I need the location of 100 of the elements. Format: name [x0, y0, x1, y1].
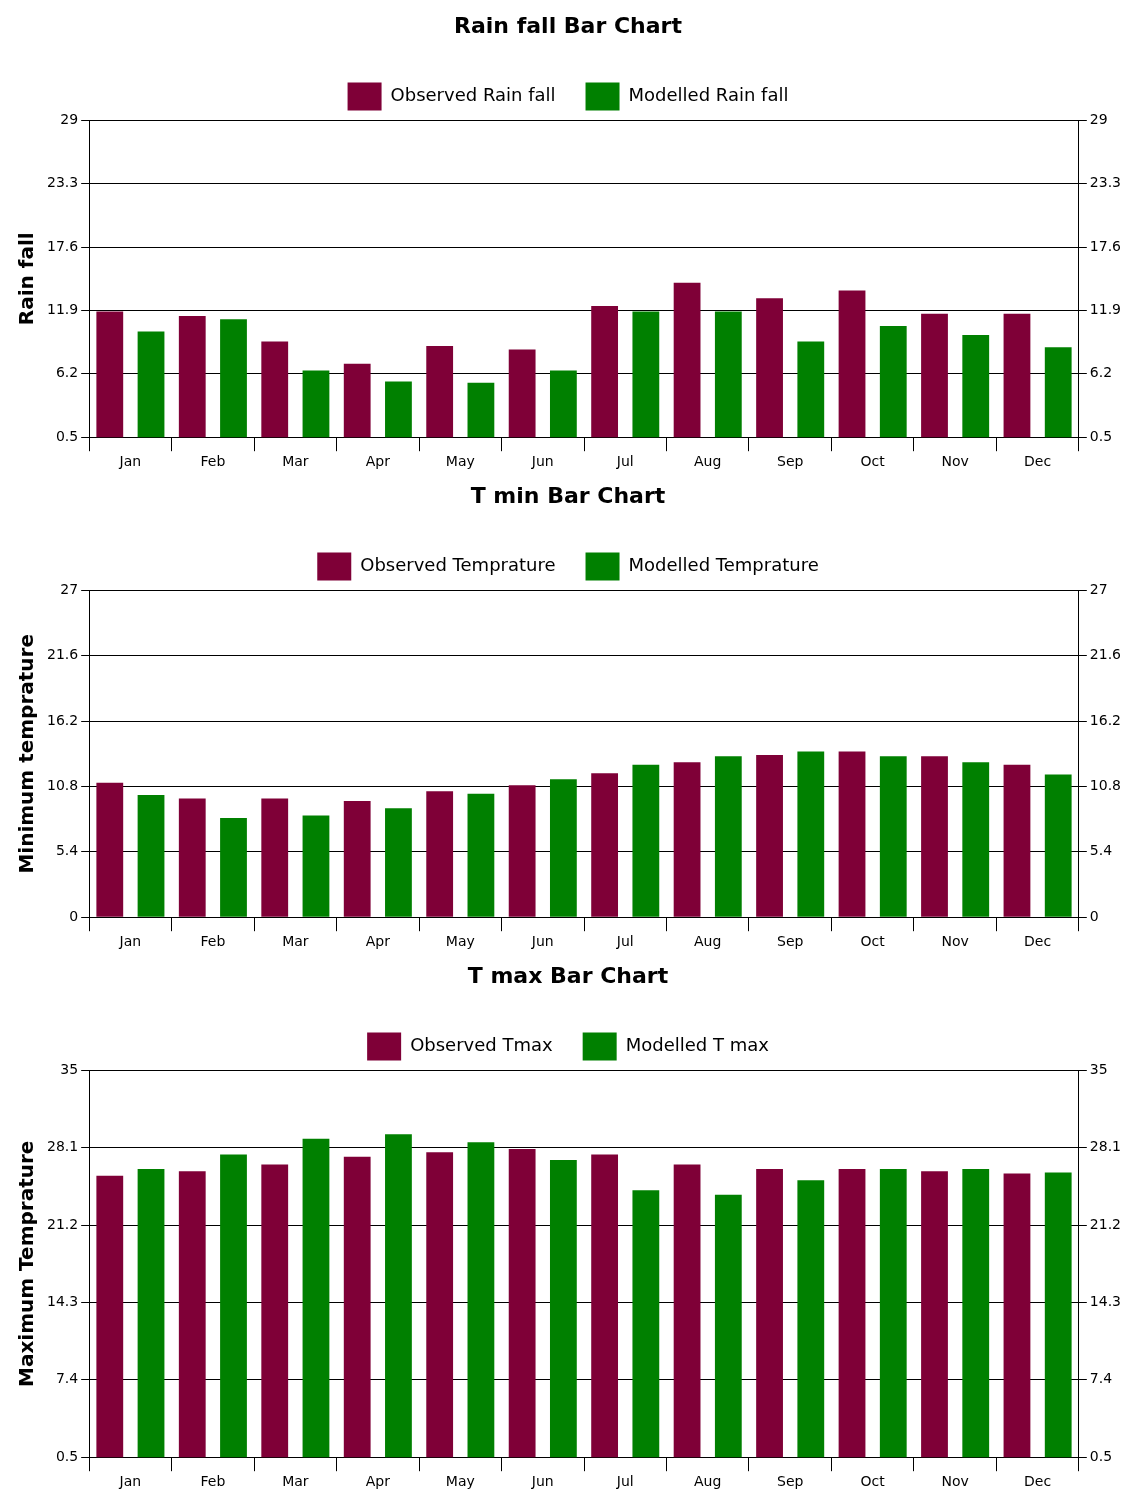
y-axis-title: Minimum temprature [14, 634, 39, 874]
x-tick-label: Dec [1024, 933, 1052, 950]
bar [921, 756, 948, 917]
bar [96, 782, 124, 917]
x-tick-label: Oct [860, 933, 886, 950]
y-tick-label: 23.3 [47, 174, 79, 191]
bar [137, 794, 165, 917]
x-tick-label: Dec [1024, 1473, 1052, 1490]
chart-title: Rain fall Bar Chart [454, 12, 683, 38]
x-tick-label: Dec [1024, 453, 1052, 470]
y2-tick-label: 35 [1089, 1061, 1108, 1078]
x-tick-label: Mar [282, 453, 309, 470]
x-tick-label: Aug [694, 453, 722, 470]
y2-tick-label: 23.3 [1089, 174, 1121, 191]
y-tick-label: 21.6 [47, 646, 79, 663]
bar [797, 751, 825, 917]
y-tick-label: 27 [60, 581, 79, 598]
bar [591, 773, 619, 917]
x-tick-label: Jan [118, 1473, 142, 1490]
y2-tick-label: 0.5 [1089, 427, 1113, 444]
x-tick-label: Nov [941, 933, 969, 950]
x-tick-label: Nov [941, 1473, 969, 1490]
y2-tick-label: 6.2 [1089, 364, 1113, 381]
bar [426, 791, 454, 917]
y-axis-title: Maximum Temprature [14, 1140, 39, 1387]
y2-tick-label: 21.2 [1089, 1215, 1121, 1232]
x-tick-label: Jan [118, 453, 142, 470]
y-tick-label: 6.2 [55, 364, 79, 381]
y2-tick-label: 10.8 [1089, 777, 1121, 794]
x-tick-label: Sep [776, 453, 804, 470]
x-tick-label: Mar [282, 933, 309, 950]
x-tick-label: Feb [200, 1473, 226, 1490]
y2-tick-label: 21.6 [1089, 646, 1122, 663]
y-tick-label: 16.2 [47, 711, 79, 728]
chart-title: T max Bar Chart [467, 962, 669, 988]
x-tick-label: Jun [530, 1473, 554, 1490]
y2-tick-label: 16.2 [1089, 711, 1121, 728]
y-axis-title: Rain fall [14, 232, 39, 326]
x-tick-label: Apr [365, 453, 391, 470]
y-tick-label: 5.4 [55, 842, 79, 859]
y-tick-label: 35 [60, 1061, 79, 1078]
x-tick-label: Aug [694, 1473, 722, 1490]
y2-tick-label: 28.1 [1089, 1138, 1121, 1155]
y2-tick-label: 0 [1089, 907, 1099, 924]
x-tick-label: Oct [860, 453, 886, 470]
y2-tick-label: 29 [1089, 111, 1108, 128]
x-tick-label: Sep [776, 933, 804, 950]
bar [962, 762, 990, 917]
y2-tick-label: 11.9 [1089, 301, 1121, 318]
x-tick-label: Feb [200, 933, 226, 950]
y-tick-label: 11.9 [47, 301, 79, 318]
legend-label: Modelled Temprature [628, 554, 819, 576]
bar [632, 764, 660, 917]
x-tick-label: Jul [615, 453, 634, 470]
y-tick-label: 28.1 [47, 1138, 79, 1155]
y2-tick-label: 17.6 [1089, 237, 1122, 254]
bar [879, 756, 907, 917]
x-tick-label: Jun [530, 453, 554, 470]
y-tick-label: 29 [60, 111, 79, 128]
x-tick-label: Aug [694, 933, 722, 950]
x-tick-label: Apr [365, 1473, 391, 1490]
y-tick-label: 21.2 [47, 1215, 79, 1232]
x-tick-label: Jan [118, 933, 142, 950]
bar [220, 817, 247, 917]
legend-label: Observed Rain fall [390, 84, 556, 106]
y2-tick-label: 14.3 [1089, 1293, 1121, 1310]
y-tick-label: 7.4 [55, 1370, 79, 1387]
bar [673, 762, 701, 917]
bar [1044, 774, 1072, 917]
legend-label: Observed Temprature [360, 554, 556, 576]
y-tick-label: 14.3 [47, 1293, 79, 1310]
y-tick-label: 0.5 [55, 427, 79, 444]
bar [1003, 764, 1031, 917]
x-tick-label: Feb [200, 453, 226, 470]
bar [343, 801, 371, 917]
y2-tick-label: 7.4 [1089, 1370, 1113, 1387]
x-tick-label: May [445, 1473, 475, 1490]
x-tick-label: Nov [941, 453, 969, 470]
legend-label: Modelled T max [625, 1034, 770, 1056]
y2-tick-label: 5.4 [1089, 842, 1113, 859]
x-tick-label: Jul [615, 933, 634, 950]
y-tick-label: 0.5 [55, 1447, 79, 1464]
x-tick-label: May [445, 453, 475, 470]
bar [178, 798, 206, 917]
x-tick-label: Mar [282, 1473, 309, 1490]
y-tick-label: 0 [69, 907, 79, 924]
bar [261, 798, 289, 917]
bar [756, 755, 783, 917]
y-tick-label: 17.6 [47, 237, 79, 254]
y2-tick-label: 0.5 [1089, 1447, 1113, 1464]
bar [302, 815, 330, 917]
bar [508, 785, 536, 917]
x-tick-label: Jun [530, 933, 554, 950]
y2-tick-label: 27 [1089, 581, 1108, 598]
legend-label: Observed Tmax [410, 1034, 554, 1056]
bar [714, 756, 742, 917]
chart-title: T min Bar Chart [470, 482, 666, 508]
x-tick-label: May [445, 933, 475, 950]
x-tick-label: Sep [776, 1473, 804, 1490]
bar [549, 779, 577, 917]
